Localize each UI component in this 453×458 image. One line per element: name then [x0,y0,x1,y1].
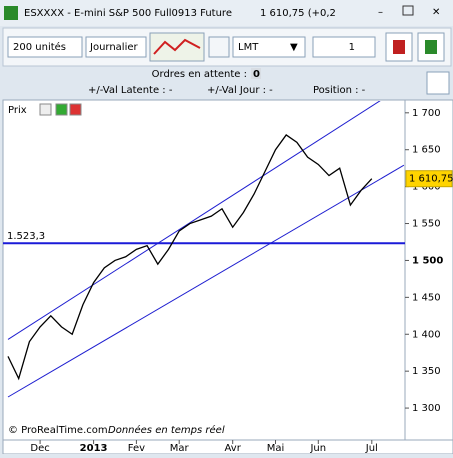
buy-icon [393,40,405,54]
pending-value: 0 [253,69,260,80]
settings-button[interactable] [208,36,230,58]
down-button[interactable] [69,103,82,116]
panel-title: Prix [8,105,27,116]
price-line [7,134,373,381]
refresh-button[interactable] [426,71,450,95]
period-field[interactable] [85,36,147,58]
day-value: +/-Val Jour : - [207,85,273,96]
quantity: 200 unités [13,41,66,53]
x-tick-label: Fev [128,443,145,454]
period: Journalier [89,42,139,53]
x-tick-label: Mar [170,443,190,454]
x-tick-label: Dec [30,443,49,454]
quantity-field[interactable] [7,36,83,58]
y-tick-label: 1 550 [412,219,441,230]
x-tick-label: Jun [309,443,326,454]
y-tick-label: 1 500 [412,255,443,266]
y-tick-label: 1 450 [412,292,441,303]
tool-button[interactable] [39,103,52,116]
y-tick-label: 1 700 [412,108,441,119]
order-type: LMT [238,42,259,53]
minimize[interactable]: – [378,7,383,18]
x-tick-label: Mai [267,443,285,454]
order-type-field[interactable] [232,36,306,58]
close[interactable]: ✕ [432,7,440,18]
trend-line [7,101,381,340]
footer-brand: © ProRealTime.com [8,425,108,436]
dropdown-arrow: ▼ [290,42,298,53]
y-tick-label: 1 300 [412,403,441,414]
chart-panel [2,99,453,455]
position: Position : - [313,85,366,96]
indicator-button[interactable] [149,32,205,62]
x-tick-label: Jul [365,443,378,454]
y-tick-label: 1 350 [412,366,441,377]
last-price-box [405,170,453,188]
amount: 1 [349,42,355,53]
support-label: 1.523,3 [7,231,45,242]
app-icon [4,6,18,20]
pending-box [251,68,261,79]
trend-line [7,164,405,398]
window-title: ESXXXX - E-mini S&P 500 Full0913 Future [24,8,232,19]
sell-button[interactable] [417,32,445,62]
plot [3,101,405,398]
latent: +/-Val Latente : - [88,85,173,96]
last-price-label: 1 610,75 [409,174,453,185]
pending-label: Ordres en attente : [152,69,247,80]
window-price: 1 610,75 (+0,2 [260,8,336,19]
amount-field[interactable] [312,36,376,58]
x-tick-label: Avr [225,443,242,454]
indicator-icon [153,38,201,55]
footer-note: Données en temps réel [108,424,225,436]
sell-icon [425,40,437,54]
x-tick-label: 2013 [80,443,108,454]
y-tick-label: 1 650 [412,145,441,156]
title-bar [0,0,453,26]
up-button[interactable] [55,103,68,116]
maximize[interactable] [402,5,414,16]
y-tick-label: 1 400 [412,329,441,340]
